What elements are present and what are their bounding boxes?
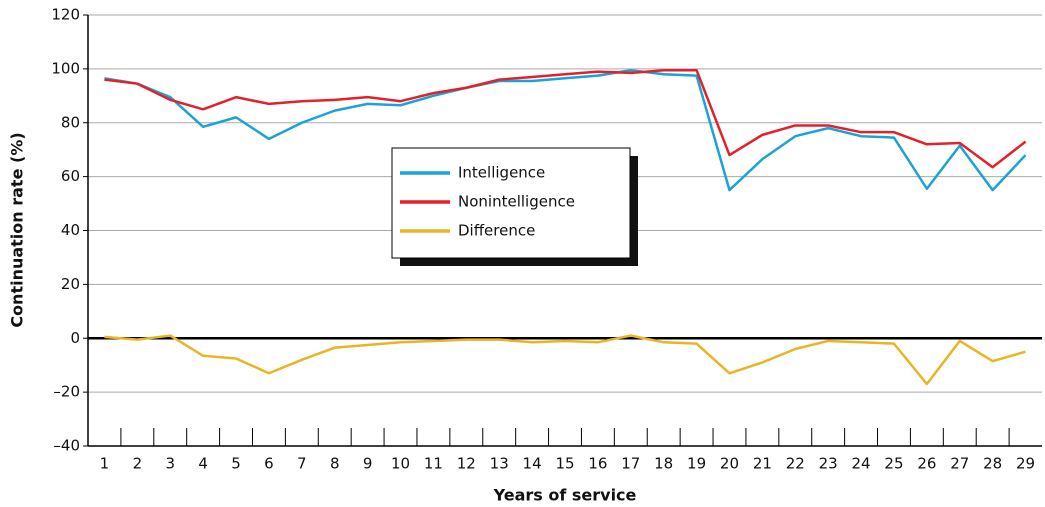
- y-tick-label: 0: [70, 329, 80, 347]
- x-tick-label: 13: [490, 455, 509, 473]
- series-line: [104, 68, 1027, 192]
- y-tick-label: 20: [61, 275, 80, 293]
- y-axis-label: Continuation rate (%): [8, 132, 27, 327]
- x-tick-label: 3: [165, 455, 175, 473]
- y-tick-label: –20: [53, 383, 80, 401]
- legend-label: Intelligence: [458, 164, 545, 182]
- x-tick-label: 15: [555, 455, 574, 473]
- x-tick-label: 12: [457, 455, 476, 473]
- x-axis-label: Years of service: [493, 486, 637, 505]
- y-tick-label: 120: [51, 6, 80, 24]
- x-tick-label: 8: [330, 455, 340, 473]
- legend-label: Difference: [458, 222, 535, 240]
- y-tick-label: 60: [61, 167, 80, 185]
- x-tick-label: 5: [231, 455, 241, 473]
- y-tick-label: 100: [51, 59, 80, 77]
- x-tick-label: 29: [1016, 455, 1035, 473]
- x-tick-label: 14: [523, 455, 542, 473]
- x-tick-label: 26: [917, 455, 936, 473]
- x-tick-label: 21: [753, 455, 772, 473]
- y-tick-label: 40: [61, 221, 80, 239]
- x-tick-label: 23: [819, 455, 838, 473]
- x-tick-label: 16: [588, 455, 607, 473]
- x-tick-label: 7: [297, 455, 307, 473]
- series-line: [104, 68, 1027, 169]
- series-line: [104, 334, 1026, 386]
- x-tick-label: 28: [983, 455, 1002, 473]
- x-tick-label: 9: [363, 455, 373, 473]
- x-tick-label: 11: [424, 455, 443, 473]
- y-tick-label: 80: [61, 113, 80, 131]
- x-tick-label: 27: [950, 455, 969, 473]
- x-tick-label: 25: [884, 455, 903, 473]
- x-tick-label: 2: [133, 455, 143, 473]
- x-tick-label: 24: [852, 455, 871, 473]
- x-tick-label: 20: [720, 455, 739, 473]
- x-tick-label: 10: [391, 455, 410, 473]
- x-tick-label: 18: [654, 455, 673, 473]
- x-tick-label: 22: [786, 455, 805, 473]
- legend-label: Nonintelligence: [458, 193, 575, 211]
- x-tick-label: 6: [264, 455, 274, 473]
- y-tick-label: –40: [53, 437, 80, 455]
- x-tick-label: 4: [198, 455, 208, 473]
- x-tick-label: 1: [100, 455, 110, 473]
- x-tick-label: 19: [687, 455, 706, 473]
- x-tick-label: 17: [621, 455, 640, 473]
